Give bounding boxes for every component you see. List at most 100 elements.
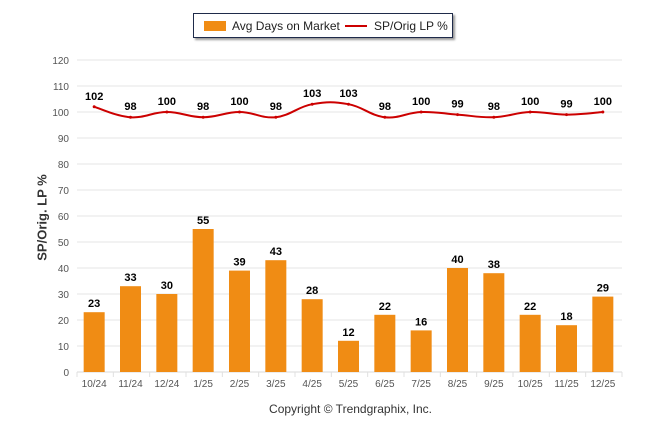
bar [592, 296, 614, 372]
bar-data-label: 18 [560, 311, 572, 323]
bar [192, 229, 214, 372]
line-data-label: 103 [303, 88, 321, 100]
line-series [92, 101, 605, 119]
y-tick-label: 20 [58, 316, 70, 327]
y-tick-label: 80 [58, 160, 70, 171]
y-tick-label: 30 [58, 290, 70, 301]
x-tick-label: 9/25 [484, 379, 504, 390]
y-tick-label: 120 [52, 56, 69, 67]
line-data-label: 100 [158, 96, 176, 108]
y-tick-label: 100 [52, 108, 69, 119]
copyright: Copyright © Trendgraphix, Inc. [269, 402, 432, 416]
bar-data-label: 16 [415, 316, 427, 328]
bar [338, 340, 359, 372]
line-point [238, 110, 241, 114]
x-tick-label: 4/25 [302, 379, 322, 390]
line-point [201, 115, 205, 119]
legend-line-label: SP/Orig LP % [374, 19, 448, 33]
x-tick-label: 12/24 [154, 379, 179, 390]
x-tick-label: 11/25 [554, 379, 579, 390]
x-tick-label: 1/25 [193, 379, 213, 390]
bar [556, 325, 577, 372]
line-point [492, 115, 496, 119]
line-point [347, 102, 350, 106]
line-point [528, 110, 532, 114]
x-tick-label: 10/25 [518, 379, 543, 390]
y-axis-label: SP/Orig. LP % [34, 174, 50, 261]
x-tick-label: 6/25 [375, 379, 395, 390]
x-tick-label: 7/25 [411, 379, 431, 390]
bar [374, 314, 396, 372]
x-tick-label: 11/24 [118, 379, 143, 390]
bar-data-label: 29 [597, 283, 609, 295]
legend-line-swatch [345, 25, 367, 27]
legend-bar-label: Avg Days on Market [232, 19, 340, 33]
line-point [274, 115, 278, 119]
line-data-label: 98 [197, 101, 209, 113]
line-point [456, 113, 459, 117]
x-tick-label: 10/24 [82, 379, 107, 390]
bar-data-label: 23 [88, 298, 100, 310]
line-data-label: 99 [451, 99, 463, 111]
bar-series [83, 229, 614, 372]
legend: Avg Days on Market SP/Orig LP % [193, 13, 453, 38]
line-data-labels: 102 98 100 98 100 98 103 103 98 100 99 98 100 99 100 [85, 88, 612, 113]
bar [120, 286, 141, 372]
line-data-label: 99 [560, 99, 572, 111]
y-tick-label: 10 [58, 342, 70, 353]
line-data-label: 103 [339, 88, 357, 100]
x-tick-label: 5/25 [339, 379, 359, 390]
bar [265, 260, 287, 372]
bar-data-label: 30 [161, 280, 173, 292]
x-tick-label: 2/25 [230, 379, 250, 390]
line-point [419, 110, 423, 114]
bar [301, 299, 323, 372]
line-data-label: 98 [379, 101, 391, 113]
line-data-label: 98 [124, 101, 136, 113]
y-tick-label: 90 [58, 134, 70, 145]
line-data-label: 102 [85, 91, 103, 103]
bar-data-label: 55 [197, 215, 209, 227]
line-data-label: 98 [270, 101, 282, 113]
bar [483, 273, 505, 372]
line-point [310, 102, 314, 106]
y-tick-labels: 0 10 20 30 40 50 60 70 80 90 100 110 120 [52, 56, 69, 379]
bar-data-label: 22 [379, 301, 391, 313]
line-point [165, 110, 169, 114]
bar [447, 268, 468, 372]
line-data-label: 100 [521, 96, 539, 108]
y-tick-label: 0 [63, 368, 69, 379]
bar-data-label: 22 [524, 301, 536, 313]
y-tick-label: 110 [53, 82, 69, 93]
y-tick-label: 50 [58, 238, 70, 249]
bar-data-label: 43 [270, 246, 282, 258]
line-data-label: 100 [412, 96, 430, 108]
bar-data-label: 38 [488, 259, 500, 271]
bar-data-label: 28 [306, 285, 318, 297]
bar [519, 314, 541, 372]
y-tick-label: 40 [58, 264, 70, 275]
line-point [565, 113, 568, 117]
bar-data-label: 39 [233, 257, 245, 269]
line-data-label: 100 [230, 96, 248, 108]
x-tick-label: 3/25 [266, 379, 286, 390]
x-tick-labels: 10/24 11/24 12/24 1/25 2/25 3/25 4/25 5/25 6/25 7… [82, 379, 616, 390]
bar-data-label: 12 [342, 327, 354, 339]
legend-bar-swatch [204, 21, 226, 31]
line-data-label: 98 [488, 101, 500, 113]
bar-data-label: 33 [124, 272, 136, 284]
line-point [601, 110, 605, 114]
y-tick-label: 70 [58, 186, 70, 197]
line-point [129, 115, 132, 119]
bar-data-labels: 23 33 30 55 39 43 28 12 22 16 40 38 22 18 29 [88, 215, 609, 339]
bar [83, 312, 105, 372]
line-data-label: 100 [594, 96, 612, 108]
line-point [92, 105, 96, 109]
bar [156, 294, 178, 372]
bar-data-label: 40 [451, 254, 463, 266]
line-point [383, 115, 387, 119]
x-tick-label: 8/25 [448, 379, 468, 390]
y-tick-label: 60 [58, 212, 70, 223]
bar [229, 270, 250, 372]
